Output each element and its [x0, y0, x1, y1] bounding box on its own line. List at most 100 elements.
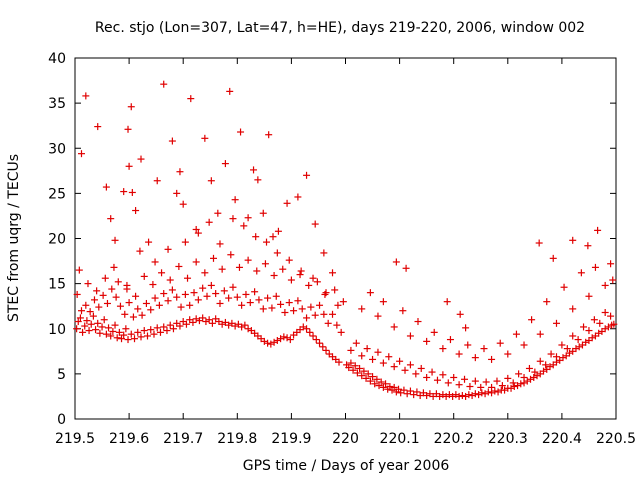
data-point: [277, 335, 285, 343]
data-point: [351, 362, 359, 370]
data-point: [509, 379, 517, 387]
data-point: [140, 327, 148, 335]
data-point: [423, 337, 431, 345]
data-point: [313, 278, 321, 286]
data-point: [536, 330, 544, 338]
data-point: [252, 233, 260, 241]
data-point: [177, 303, 185, 311]
data-point: [181, 238, 189, 246]
data-point: [423, 373, 431, 381]
data-point: [85, 327, 93, 335]
data-point: [226, 87, 234, 95]
data-point: [309, 274, 317, 282]
data-point: [231, 196, 239, 204]
data-point: [366, 377, 374, 385]
data-point: [400, 386, 408, 394]
data-point: [530, 373, 538, 381]
data-point: [319, 343, 327, 351]
y-tick-label: 35: [48, 96, 66, 112]
data-point: [137, 333, 145, 341]
data-point: [607, 260, 615, 268]
data-point: [417, 364, 425, 372]
data-point: [87, 320, 95, 328]
data-point: [235, 263, 243, 271]
data-point: [175, 262, 183, 270]
data-point: [184, 274, 192, 282]
data-point: [446, 336, 454, 344]
data-point: [601, 281, 609, 289]
data-point: [536, 357, 544, 365]
data-point: [484, 388, 492, 396]
data-point: [138, 311, 146, 319]
data-point: [90, 296, 98, 304]
data-point: [173, 293, 181, 301]
data-point: [515, 370, 523, 378]
data-point: [259, 209, 267, 217]
data-point: [549, 254, 557, 262]
y-tick-label: 25: [48, 186, 66, 202]
data-point: [496, 339, 504, 347]
data-point: [201, 269, 209, 277]
data-point: [439, 391, 447, 399]
data-point: [477, 383, 485, 391]
data-point: [238, 301, 246, 309]
data-point: [574, 336, 582, 344]
data-point: [316, 301, 324, 309]
data-point: [339, 298, 347, 306]
data-point: [82, 92, 90, 100]
data-point: [283, 334, 291, 342]
data-point: [153, 177, 161, 185]
data-point: [273, 336, 281, 344]
x-tick-label: 220.2: [434, 431, 474, 447]
data-point: [192, 315, 200, 323]
data-point: [192, 225, 200, 233]
data-point: [207, 281, 215, 289]
data-point: [86, 308, 94, 316]
data-point: [401, 366, 409, 374]
x-tick-label: 220.5: [596, 431, 636, 447]
data-point: [379, 298, 387, 306]
data-point: [512, 330, 520, 338]
data-point: [186, 301, 194, 309]
data-point: [414, 318, 422, 326]
data-point: [254, 176, 262, 184]
y-tick-label: 0: [57, 412, 66, 428]
data-point: [129, 313, 137, 321]
data-point: [523, 377, 531, 385]
data-point: [547, 350, 555, 358]
data-point: [286, 336, 294, 344]
data-point: [569, 305, 577, 313]
data-point: [123, 281, 131, 289]
data-point: [218, 265, 226, 273]
data-point: [149, 281, 157, 289]
data-point: [296, 271, 304, 279]
data-point: [331, 286, 339, 294]
y-axis-label: STEC from uqrg / TECUs: [6, 154, 22, 322]
data-point: [481, 390, 489, 398]
data-point: [364, 370, 372, 378]
data-point: [585, 327, 593, 335]
data-point: [345, 364, 353, 372]
data-point: [363, 345, 371, 353]
data-point: [264, 294, 272, 302]
y-axis: 0 5 10 15 20 25 30 35 40: [48, 51, 616, 428]
data-point: [134, 305, 142, 313]
y-tick-label: 20: [48, 232, 66, 248]
data-point: [182, 320, 190, 328]
data-point: [488, 383, 496, 391]
data-point: [591, 263, 599, 271]
y-tick-label: 10: [48, 322, 66, 338]
data-point: [333, 321, 341, 329]
data-point: [458, 392, 466, 400]
data-point: [334, 301, 342, 309]
data-point: [491, 387, 499, 395]
data-point: [525, 364, 533, 372]
data-point: [442, 392, 450, 400]
data-point: [160, 323, 168, 331]
data-point: [116, 302, 124, 310]
data-point: [309, 332, 317, 340]
data-point: [329, 269, 337, 277]
data-point: [102, 330, 110, 338]
data-point: [132, 292, 140, 300]
data-point: [155, 301, 163, 309]
